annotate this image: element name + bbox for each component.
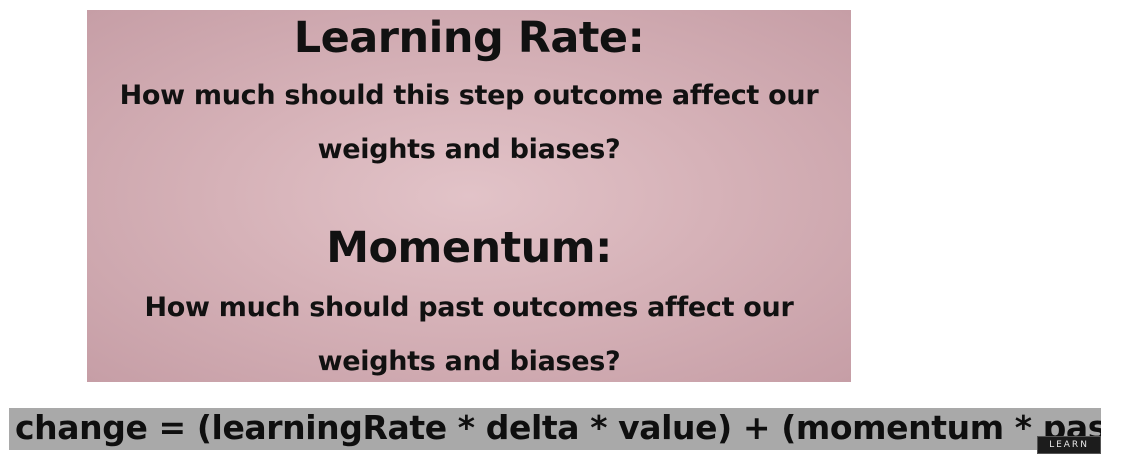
learning-rate-question: How much should this step outcome affect…: [87, 69, 851, 177]
momentum-question-line-1: How much should past outcomes affect our: [144, 292, 794, 323]
learning-rate-heading: Learning Rate:: [293, 13, 645, 63]
slide-panel: Learning Rate: How much should this step…: [87, 10, 851, 382]
formula-text: change = (learningRate * delta * value) …: [15, 408, 1101, 447]
formula-caption-bar: change = (learningRate * delta * value) …: [9, 408, 1101, 450]
momentum-question-line-2: weights and biases?: [317, 346, 621, 377]
momentum-heading: Momentum:: [326, 223, 612, 273]
learning-rate-question-line-1: How much should this step outcome affect…: [119, 80, 819, 111]
learn-watermark-logo: LEARN: [1037, 436, 1101, 454]
learning-rate-question-line-2: weights and biases?: [317, 134, 621, 165]
momentum-question: How much should past outcomes affect our…: [87, 281, 851, 382]
